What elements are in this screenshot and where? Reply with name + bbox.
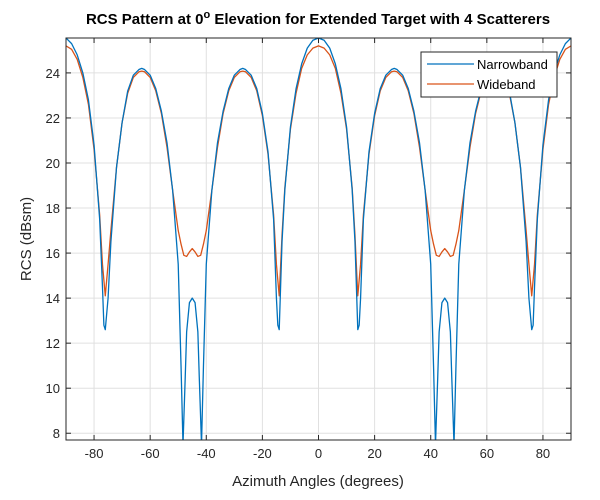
legend: Narrowband Wideband	[420, 51, 558, 98]
y-tick-label: 22	[46, 111, 60, 126]
y-tick-label: 18	[46, 201, 60, 216]
x-tick-label: -60	[141, 446, 160, 461]
y-tick-label: 24	[46, 66, 60, 81]
chart-title: RCS Pattern at 0o Elevation for Extended…	[86, 9, 550, 28]
y-tick-label: 20	[46, 156, 60, 171]
x-axis-label: Azimuth Angles (degrees)	[232, 473, 404, 490]
x-tick-label: 20	[367, 446, 381, 461]
y-axis-label: RCS (dBsm)	[18, 197, 35, 281]
legend-box	[420, 51, 558, 98]
x-tick-label: 40	[423, 446, 437, 461]
x-tick-label: 80	[536, 446, 550, 461]
x-tick-label: -40	[197, 446, 216, 461]
x-tick-label: -20	[253, 446, 272, 461]
y-tick-label: 16	[46, 246, 60, 261]
x-tick-label: 0	[315, 446, 322, 461]
ticks: -80 -60 -40 -20 0 20 40 60 80 8 10 12 14 16 18 20 22 24	[46, 38, 571, 461]
y-tick-label: 14	[46, 291, 60, 306]
y-tick-label: 10	[46, 381, 60, 396]
x-tick-label: -80	[85, 446, 104, 461]
y-tick-label: 12	[46, 336, 60, 351]
y-tick-label: 8	[53, 426, 60, 441]
grid	[66, 38, 571, 440]
legend-label-narrowband: Narrowband	[477, 57, 548, 72]
legend-label-wideband: Wideband	[477, 77, 536, 92]
x-tick-label: 60	[480, 446, 494, 461]
